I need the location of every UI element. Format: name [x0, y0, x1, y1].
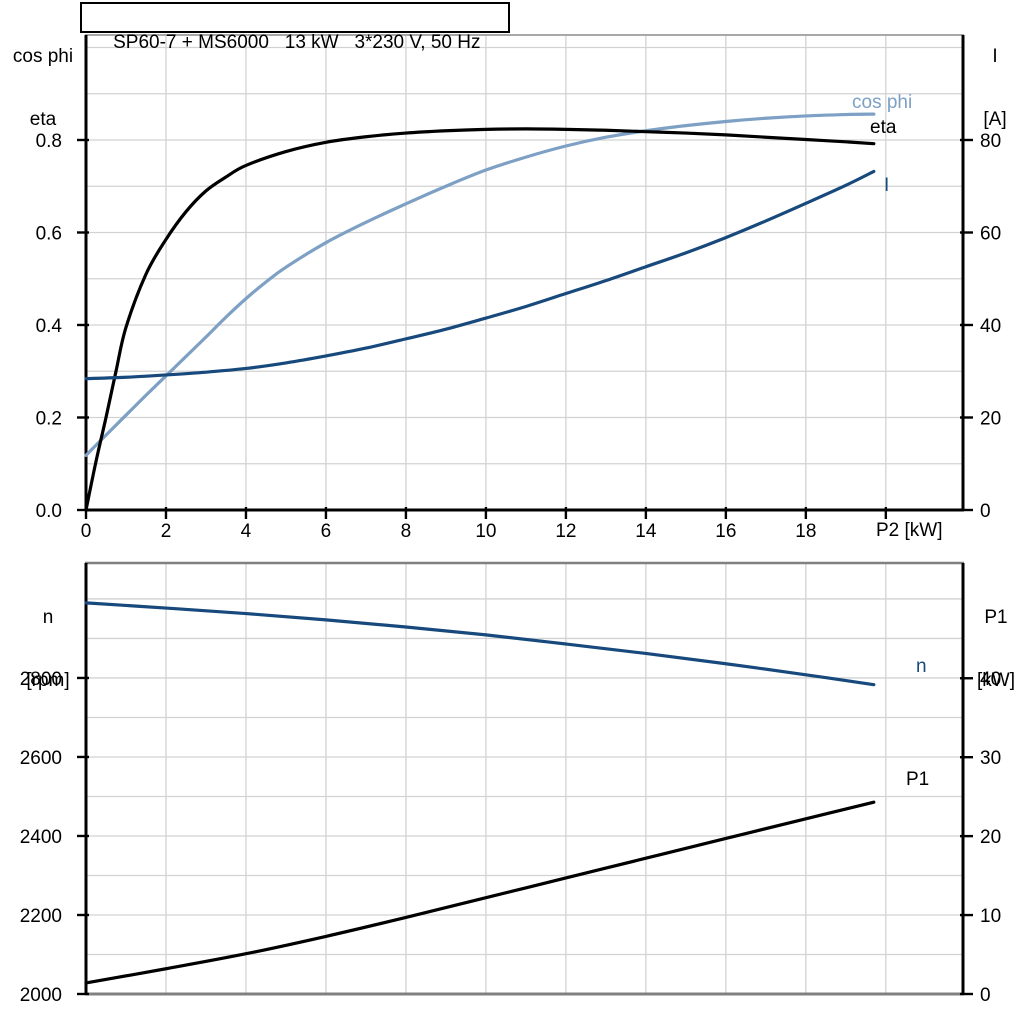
curve-label-current: I	[884, 175, 890, 196]
x-tick-label: 6	[321, 521, 332, 542]
left-axis-title-line1: cos phi	[12, 46, 74, 67]
bottom-chart-right-axis-title: P1 [kW]	[960, 565, 1024, 733]
right-axis-title-line2: [A]	[983, 109, 1007, 130]
chart-title: SP60-7 + MS6000 13 kW 3*230 V, 50 Hz	[113, 32, 481, 53]
right-tick-label: 80	[980, 131, 1001, 152]
top-chart-right-axis-title: I [A]	[960, 4, 1024, 172]
curve-p1	[84, 800, 876, 985]
x-tick-label: 12	[555, 521, 576, 542]
right-tick-label: 10	[980, 906, 1001, 927]
x-tick-label: 10	[475, 521, 496, 542]
left-tick-label: 0.8	[36, 131, 62, 152]
right-tick-label: 20	[980, 408, 1001, 429]
left-tick-label: 2000	[20, 985, 62, 1006]
right-tick-label: 0	[980, 985, 991, 1006]
left-tick-label: 2800	[20, 669, 62, 690]
left-axis-title-line2: [rpm]	[26, 670, 70, 691]
right-axis-title-line2: [kW]	[977, 670, 1015, 691]
curve-n	[84, 601, 876, 687]
right-tick-label: 20	[980, 827, 1001, 848]
x-tick-label: 2	[161, 521, 172, 542]
top-chart-left-axis-title: cos phi eta	[0, 4, 86, 172]
right-tick-label: 60	[980, 223, 1001, 244]
left-tick-label: 2400	[20, 827, 62, 848]
chart-title-box: SP60-7 + MS6000 13 kW 3*230 V, 50 Hz	[80, 2, 510, 53]
x-tick-label: 8	[401, 521, 412, 542]
x-tick-label: 0	[81, 521, 92, 542]
right-tick-label: 0	[980, 501, 991, 522]
right-tick-label: 40	[980, 316, 1001, 337]
curve-label-cos-phi: cos phi	[852, 92, 913, 113]
left-axis-title-line1: n	[42, 607, 54, 628]
curve-label-power: P1	[906, 769, 930, 790]
curve-cos-phi	[84, 112, 876, 458]
x-tick-label: 4	[241, 521, 252, 542]
x-tick-label: 18	[795, 521, 816, 542]
left-tick-label: 0.0	[36, 501, 62, 522]
left-tick-label: 0.2	[36, 408, 62, 429]
curve-i	[84, 169, 876, 381]
bottom-chart-left-axis-title: n [rpm]	[4, 565, 92, 733]
left-tick-label: 0.6	[36, 223, 62, 244]
left-tick-label: 0.4	[36, 316, 63, 337]
curve-label-eta: eta	[870, 117, 897, 138]
right-tick-label: 40	[980, 669, 1001, 690]
x-axis-title: P2 [kW]	[876, 520, 943, 541]
left-tick-label: 2600	[20, 748, 62, 769]
right-axis-title-line1: I	[992, 46, 998, 67]
right-tick-label: 30	[980, 748, 1001, 769]
curve-label-speed: n	[916, 656, 927, 677]
right-axis-title-line1: P1	[984, 607, 1008, 628]
x-tick-label: 14	[635, 521, 657, 542]
x-tick-label: 16	[715, 521, 736, 542]
left-axis-title-line2: eta	[29, 109, 57, 130]
left-tick-label: 2200	[20, 906, 62, 927]
curve-eta	[84, 127, 876, 512]
